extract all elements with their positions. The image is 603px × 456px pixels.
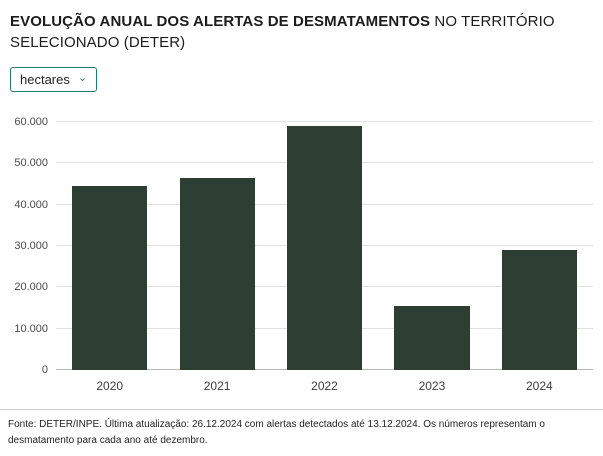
x-axis: 2020 2021 2022 2023 2024	[56, 379, 593, 393]
bars-container	[56, 122, 593, 370]
y-tick-label: 10.000	[14, 322, 48, 335]
bar-chart: 0 10.000 20.000 30.000 40.000 50.000 60.000 20…	[10, 116, 593, 393]
bar-slot	[56, 122, 163, 370]
x-tick-label: 2024	[525, 379, 553, 393]
y-tick-label: 30.000	[14, 240, 48, 252]
chart-body: 0 10.000 20.000 30.000 40.000 50.000 60.000	[10, 116, 593, 376]
y-tick-label: 40.000	[14, 198, 48, 211]
plot-area	[56, 121, 593, 370]
page-title: EVOLUÇÃO ANUAL DOS ALERTAS DE DESMATAMEN…	[0, 0, 603, 53]
gridline	[56, 121, 593, 122]
y-tick-label: 50.000	[14, 157, 48, 170]
y-tick-label: 0	[41, 364, 48, 376]
bar-2023[interactable]	[394, 305, 470, 370]
x-tick-label: 2022	[311, 379, 338, 393]
x-tick-label: 2021	[203, 379, 231, 393]
bar-2024[interactable]	[501, 250, 577, 370]
bar-2020[interactable]	[72, 186, 148, 370]
x-tick-label: 2020	[96, 379, 124, 393]
unit-dropdown-value: hectares	[20, 72, 70, 87]
bar-slot	[271, 122, 378, 370]
page-title-rest: NO TERRITÓRIO SELECIONADO (DETER)	[10, 13, 555, 51]
source-note: Fonte: DETER/INPE. Última atualização: 2…	[0, 409, 603, 456]
y-tick-label: 60.000	[14, 116, 48, 128]
bar-2022[interactable]	[286, 126, 363, 370]
bar-2021[interactable]	[179, 177, 255, 370]
page-title-bold: EVOLUÇÃO ANUAL DOS ALERTAS DE DESMATAMEN…	[10, 13, 431, 30]
y-tick-label: 20.000	[14, 281, 48, 294]
chevron-down-icon: ⌄	[77, 72, 88, 84]
bar-slot	[163, 122, 270, 370]
y-axis: 0 10.000 20.000 30.000 40.000 50.000 60.000	[10, 116, 56, 376]
bar-slot	[378, 122, 485, 370]
unit-dropdown[interactable]: hectares ⌄	[10, 67, 98, 92]
x-tick-label: 2023	[418, 379, 446, 393]
bar-slot	[486, 122, 593, 370]
